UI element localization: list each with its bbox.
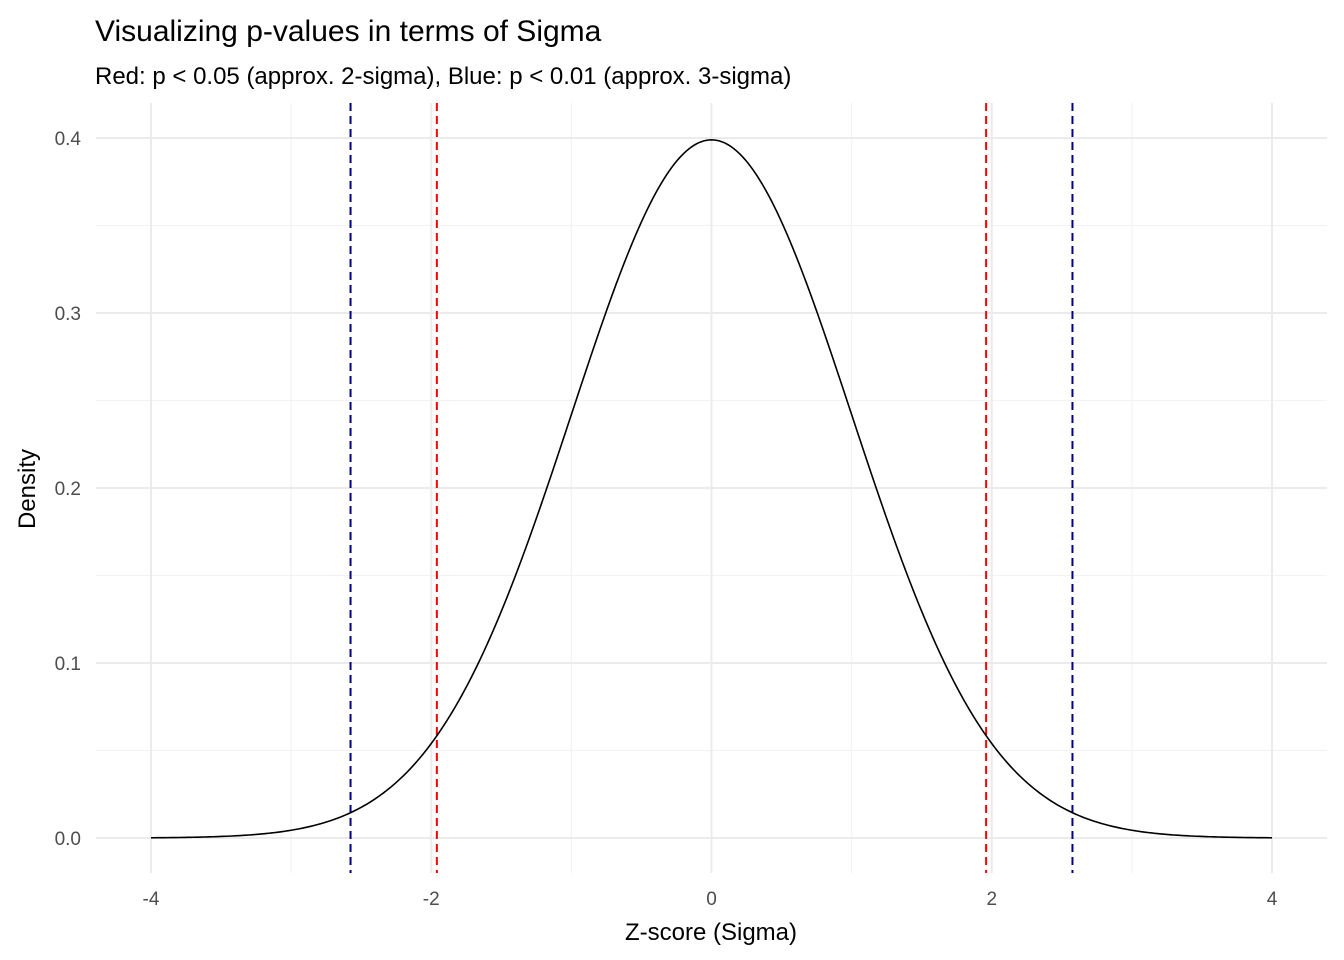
y-tick-label: 0.3 xyxy=(55,304,81,325)
plot-area xyxy=(96,103,1327,873)
x-tick-label: -2 xyxy=(423,889,440,910)
x-tick-label: 4 xyxy=(1267,889,1278,910)
density-curve xyxy=(150,139,1273,839)
y-axis-tick-labels: 0.0 0.1 0.2 0.3 0.4 xyxy=(55,129,82,850)
y-tick-label: 0.1 xyxy=(55,654,81,675)
x-axis-tick-labels: -4 -2 0 2 4 xyxy=(143,889,1278,910)
y-tick-label: 0.4 xyxy=(55,129,82,150)
x-tick-label: 2 xyxy=(986,889,997,910)
y-tick-label: 0.2 xyxy=(55,479,81,500)
y-axis-title: Density xyxy=(14,449,41,529)
reference-lines xyxy=(349,103,1074,873)
y-tick-label: 0.0 xyxy=(55,829,81,850)
x-tick-label: 0 xyxy=(706,889,717,910)
chart-subtitle: Red: p < 0.05 (approx. 2-sigma), Blue: p… xyxy=(95,63,791,90)
chart-title: Visualizing p-values in terms of Sigma xyxy=(95,15,602,48)
x-tick-label: -4 xyxy=(143,889,160,910)
grid xyxy=(96,103,1327,873)
x-axis-title: Z-score (Sigma) xyxy=(625,919,797,946)
